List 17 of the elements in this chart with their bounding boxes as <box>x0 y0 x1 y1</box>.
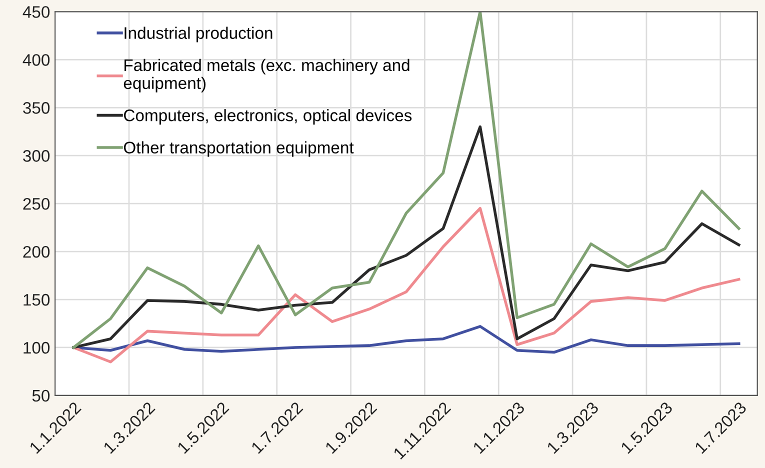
y-tick-label: 350 <box>23 102 50 114</box>
y-tick-label: 200 <box>23 246 50 258</box>
line-series <box>72 12 740 349</box>
y-tick-label: 450 <box>22 6 50 18</box>
y-tick-label: 50 <box>32 390 50 402</box>
y-tick-label: 300 <box>23 150 50 162</box>
line-series <box>72 125 740 349</box>
line-series <box>72 206 740 364</box>
y-tick-label: 100 <box>24 342 50 354</box>
y-tick-label: 400 <box>22 54 50 66</box>
legend-label: Industrial production <box>124 26 272 42</box>
line-series <box>72 324 740 354</box>
legend-label: Computers, electronics, optical devices <box>124 109 412 125</box>
legend-label: Fabricated metals (exc. machinery and equipment) <box>124 58 410 92</box>
y-tick-label: 250 <box>23 198 50 210</box>
legend-label: Other transportation equipment <box>124 141 354 157</box>
y-tick-label: 150 <box>24 294 50 306</box>
